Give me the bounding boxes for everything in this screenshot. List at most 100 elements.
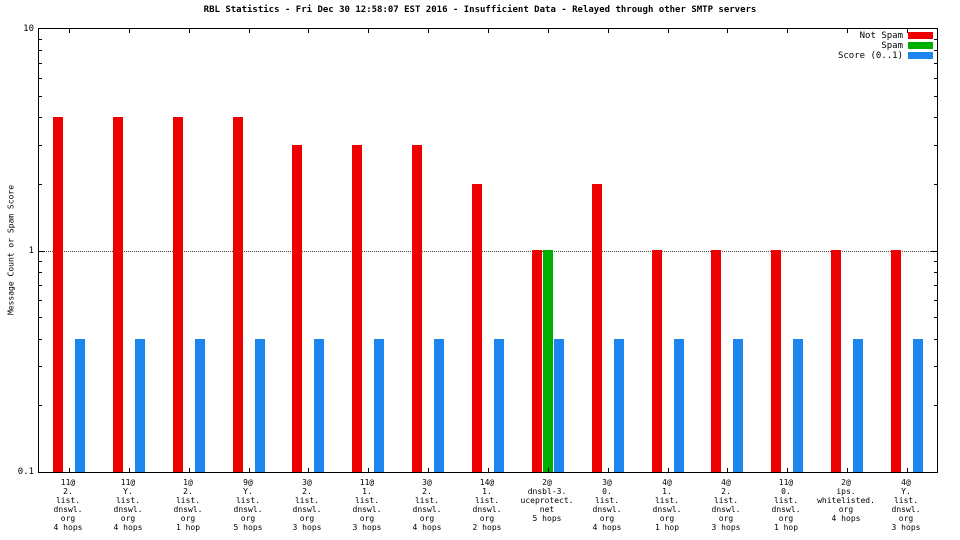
x-tick-mark xyxy=(907,468,908,472)
y-tick-mark xyxy=(934,183,937,185)
bar-not-spam xyxy=(891,250,901,472)
x-tick-label-line: 2. xyxy=(183,487,193,496)
bar-score-0-1 xyxy=(554,339,564,472)
bar-score-0-1 xyxy=(614,339,624,472)
x-tick-label-line: org xyxy=(659,514,675,523)
x-tick-label-line: org xyxy=(60,514,76,523)
y-tick-mark xyxy=(934,366,937,368)
x-tick-label-line: 1@ xyxy=(183,478,193,487)
x-tick-label-line: dnswl. xyxy=(711,505,741,514)
x-tick-mark xyxy=(249,468,250,472)
x-tick-mark xyxy=(668,29,669,33)
x-tick-label-line: dnswl. xyxy=(652,505,682,514)
x-tick-label-line: 3 hops xyxy=(891,523,921,532)
x-tick-label-line: 4 hops xyxy=(831,514,861,523)
x-tick-label: 2@ ips. whitelisted. org 4 hops xyxy=(812,478,880,523)
legend-swatch xyxy=(908,32,933,39)
x-tick-label-line: Y. xyxy=(901,487,911,496)
x-tick-label: 4@ 1. list. dnswl. org 1 hop xyxy=(633,478,701,532)
x-tick-label-line: 3 hops xyxy=(352,523,382,532)
x-tick-label-line: 14@ xyxy=(479,478,495,487)
plot-area: Not Spam Spam Score (0..1) xyxy=(38,28,938,473)
y-tick-mark xyxy=(39,366,42,368)
x-tick-label-line: 5 hops xyxy=(233,523,263,532)
x-tick-mark xyxy=(368,29,369,33)
x-tick-mark xyxy=(847,468,848,472)
x-tick-label-line: dnswl. xyxy=(292,505,322,514)
x-tick-label-line: org xyxy=(359,514,375,523)
x-tick-label-line: 4 hops xyxy=(592,523,622,532)
x-tick-label-line: list. xyxy=(175,496,201,505)
x-tick-label-line: org xyxy=(240,514,256,523)
x-tick-label-line: list. xyxy=(594,496,620,505)
x-tick-mark xyxy=(69,29,70,33)
x-tick-label-line: org xyxy=(120,514,136,523)
x-tick-label: 14@ 1. list. dnswl. org 2 hops xyxy=(453,478,521,532)
x-tick-label-line: org xyxy=(599,514,615,523)
x-tick-mark xyxy=(249,29,250,33)
bar-not-spam xyxy=(113,117,123,472)
x-tick-label-line: ips. xyxy=(836,487,856,496)
x-tick-label-line: 3@ xyxy=(602,478,612,487)
bar-score-0-1 xyxy=(135,339,145,472)
bar-score-0-1 xyxy=(853,339,863,472)
bar-score-0-1 xyxy=(374,339,384,472)
x-tick-label: 11@ Y. list. dnswl. org 4 hops xyxy=(94,478,162,532)
x-tick-label-line: net xyxy=(539,505,555,514)
bar-not-spam xyxy=(771,250,781,472)
x-tick-label-line: 11@ xyxy=(120,478,136,487)
x-tick-mark xyxy=(488,468,489,472)
y-tick-label: 1 xyxy=(28,245,34,256)
y-tick-mark xyxy=(934,144,937,146)
y-tick-mark xyxy=(934,317,937,319)
x-tick-label-line: 2. xyxy=(721,487,731,496)
x-tick-mark xyxy=(787,29,788,33)
x-tick-label-line: list. xyxy=(294,496,320,505)
x-tick-label-line: dnswl. xyxy=(472,505,502,514)
x-tick-label-line: org xyxy=(838,505,854,514)
x-tick-label-line: org xyxy=(299,514,315,523)
x-tick-label-line: org xyxy=(419,514,435,523)
y-tick-mark xyxy=(39,78,42,80)
x-tick-mark xyxy=(907,29,908,33)
x-tick-label-line: Y. xyxy=(243,487,253,496)
x-tick-mark xyxy=(129,29,130,33)
x-tick-mark xyxy=(608,29,609,33)
x-tick-label-line: list. xyxy=(235,496,261,505)
legend-item: Spam xyxy=(838,41,933,51)
x-tick-label-line: list. xyxy=(713,496,739,505)
x-tick-label-line: dnsbl-3. xyxy=(527,487,567,496)
y-tick-mark xyxy=(934,63,937,65)
bar-score-0-1 xyxy=(733,339,743,472)
grid-line xyxy=(39,250,937,252)
y-tick-mark xyxy=(934,39,937,41)
x-tick-label: 3@ 2. list. dnswl. org 4 hops xyxy=(393,478,461,532)
x-tick-label-line: 5 hops xyxy=(532,514,562,523)
x-tick-mark xyxy=(727,468,728,472)
legend-label: Not Spam xyxy=(859,30,903,41)
bar-not-spam xyxy=(292,145,302,472)
x-tick-label-line: org xyxy=(778,514,794,523)
y-tick-mark xyxy=(39,50,42,52)
x-tick-label-line: dnswl. xyxy=(771,505,801,514)
x-tick-label-line: org xyxy=(479,514,495,523)
x-tick-label-line: 1 hop xyxy=(654,523,680,532)
x-tick-label-line: 1. xyxy=(362,487,372,496)
x-tick-label-line: whitelisted. xyxy=(817,496,875,505)
x-tick-mark xyxy=(308,29,309,33)
x-tick-label-line: list. xyxy=(773,496,799,505)
x-tick-label-line: 4 hops xyxy=(53,523,83,532)
x-tick-label-line: dnswl. xyxy=(233,505,263,514)
y-tick-mark xyxy=(931,250,937,252)
y-tick-mark xyxy=(39,95,42,97)
y-tick-mark xyxy=(934,405,937,407)
x-tick-label: 2@ dnsbl-3. uceprotect. net 5 hops xyxy=(513,478,581,523)
y-tick-mark xyxy=(934,78,937,80)
y-tick-mark xyxy=(39,260,42,262)
y-tick-mark xyxy=(934,95,937,97)
x-tick-mark xyxy=(488,29,489,33)
bar-score-0-1 xyxy=(674,339,684,472)
x-tick-mark xyxy=(787,468,788,472)
x-tick-label-line: list. xyxy=(115,496,141,505)
